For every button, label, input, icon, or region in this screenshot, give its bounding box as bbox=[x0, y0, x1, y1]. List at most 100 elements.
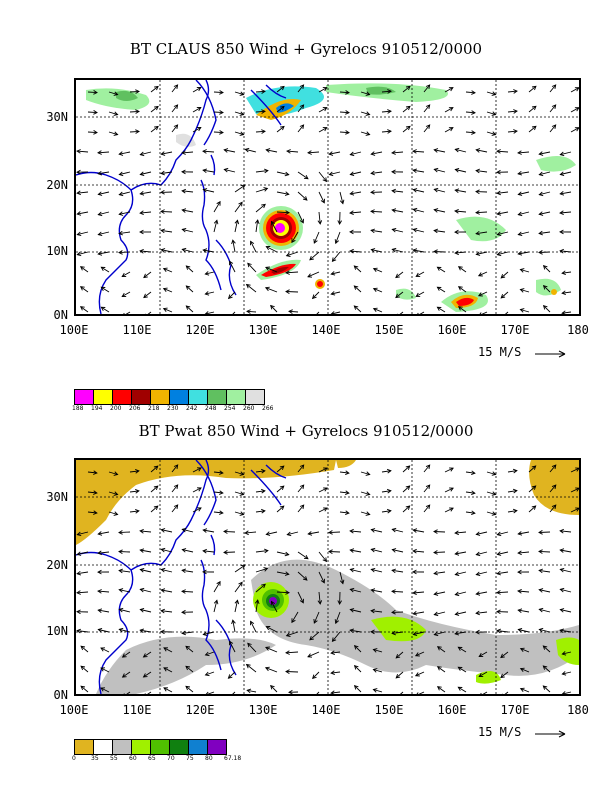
wind-vector-head bbox=[153, 485, 159, 491]
colorbar-swatch bbox=[94, 390, 113, 404]
wind-vector bbox=[140, 569, 152, 573]
wind-vector bbox=[354, 685, 362, 693]
wind-vector bbox=[500, 651, 509, 658]
wind-vector-head bbox=[261, 109, 266, 114]
wind-vector-head bbox=[330, 271, 336, 276]
wind-vector bbox=[143, 651, 152, 658]
wind-vector bbox=[119, 211, 131, 215]
wind-vector bbox=[246, 664, 257, 673]
wind-vector bbox=[507, 130, 518, 133]
wind-vector bbox=[520, 648, 530, 653]
wind-vector bbox=[497, 571, 509, 575]
wind-vector-head bbox=[517, 231, 523, 237]
wind-vector bbox=[478, 291, 488, 297]
wind-vector-head bbox=[121, 272, 127, 277]
wind-vector bbox=[150, 505, 159, 513]
wind-vector bbox=[476, 591, 488, 595]
wind-vector-head bbox=[574, 87, 579, 92]
wind-vector bbox=[100, 667, 110, 673]
panel1-lon-label: 170E bbox=[500, 323, 530, 337]
panel1-ref-vector-arrow bbox=[535, 350, 566, 358]
wind-vector-head bbox=[365, 91, 371, 96]
colorbar-swatch bbox=[189, 390, 208, 404]
wind-vector bbox=[371, 249, 383, 253]
wind-vector bbox=[76, 591, 89, 594]
wind-vector-head bbox=[370, 528, 376, 533]
wind-vector-head bbox=[285, 590, 290, 595]
wind-vector bbox=[255, 220, 259, 233]
wind-vector bbox=[87, 91, 98, 94]
wind-vector-head bbox=[491, 131, 497, 136]
wind-vector-head bbox=[264, 548, 269, 554]
wind-vector-head bbox=[118, 230, 124, 236]
wind-vector-head bbox=[391, 169, 396, 175]
wind-vector bbox=[507, 470, 517, 473]
wind-vector bbox=[458, 286, 467, 293]
wind-vector bbox=[122, 651, 131, 658]
wind-vector bbox=[276, 211, 290, 214]
wind-vector bbox=[297, 484, 305, 493]
wind-vector bbox=[234, 202, 243, 213]
wind-vector-head bbox=[330, 311, 335, 314]
wind-vector bbox=[335, 231, 341, 244]
wind-vector-head bbox=[118, 171, 124, 177]
wind-vector bbox=[381, 510, 391, 513]
wind-vector bbox=[539, 171, 551, 176]
wind-vector bbox=[101, 306, 110, 313]
wind-vector bbox=[399, 311, 404, 314]
wind-vector bbox=[140, 549, 152, 553]
wind-vector bbox=[161, 589, 173, 593]
wind-vector-head bbox=[331, 257, 337, 263]
wind-vector bbox=[150, 106, 159, 113]
wind-vector-head bbox=[391, 227, 397, 233]
wind-vector bbox=[458, 266, 467, 273]
wind-vector bbox=[213, 600, 218, 613]
wind-vector-head bbox=[412, 168, 418, 174]
wind-vector bbox=[392, 248, 404, 253]
wind-vector-head bbox=[538, 230, 543, 236]
wind-vector bbox=[129, 90, 140, 93]
wind-vector bbox=[297, 124, 304, 133]
panel1-lon-label: 140E bbox=[311, 323, 341, 337]
wind-vector-head bbox=[551, 124, 557, 129]
wind-vector bbox=[496, 150, 509, 153]
wind-vector-head bbox=[139, 151, 145, 157]
wind-vector-head bbox=[239, 471, 245, 476]
wind-vector-head bbox=[496, 609, 501, 614]
wind-vector-head bbox=[79, 286, 85, 291]
wind-vector-head bbox=[299, 104, 305, 109]
wind-vector bbox=[458, 646, 467, 653]
wind-vector-head bbox=[160, 190, 165, 195]
wind-vector bbox=[318, 571, 325, 583]
colorbar-label: 0 bbox=[72, 755, 76, 762]
wind-vector bbox=[192, 127, 202, 133]
wind-vector bbox=[265, 266, 278, 273]
wind-vector bbox=[400, 691, 404, 694]
wind-vector-head bbox=[471, 510, 476, 516]
wind-vector-head bbox=[517, 211, 523, 217]
wind-vector-head bbox=[387, 89, 392, 94]
wind-vector-head bbox=[475, 189, 480, 195]
wind-vector-head bbox=[561, 671, 567, 676]
wind-vector bbox=[419, 311, 425, 314]
wind-vector-head bbox=[349, 248, 354, 254]
wind-vector-head bbox=[559, 608, 565, 613]
wind-vector bbox=[562, 651, 572, 655]
wind-vector-head bbox=[288, 309, 293, 314]
wind-vector-head bbox=[519, 288, 525, 293]
wind-vector-head bbox=[181, 150, 186, 155]
wind-vector bbox=[182, 549, 194, 553]
wind-vector bbox=[518, 191, 530, 195]
wind-vector-head bbox=[349, 191, 355, 196]
wind-vector bbox=[234, 91, 244, 96]
wind-vector-head bbox=[93, 510, 98, 515]
panel1-title: BT CLAUS 850 Wind + Gyrelocs 910512/0000 bbox=[129, 40, 483, 58]
wind-vector bbox=[255, 110, 266, 113]
wind-vector-head bbox=[559, 248, 564, 254]
wind-vector bbox=[250, 621, 257, 633]
wind-vector-head bbox=[391, 568, 397, 574]
wind-vector bbox=[147, 691, 152, 694]
wind-vector bbox=[395, 271, 404, 278]
wind-vector bbox=[276, 485, 285, 493]
wind-vector bbox=[465, 111, 476, 114]
